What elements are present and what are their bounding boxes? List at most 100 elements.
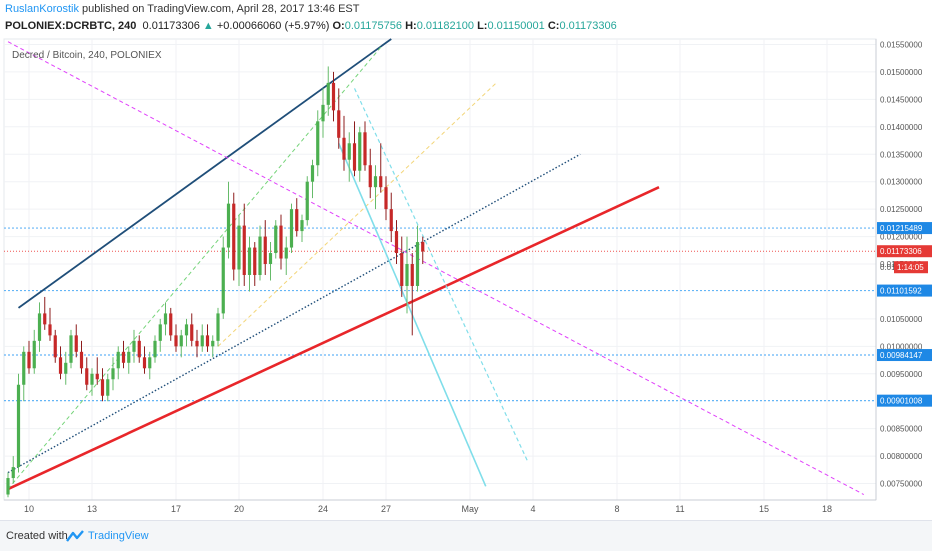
x-tick-label: 13	[87, 504, 97, 514]
y-tick-label: 0.01450000	[880, 95, 923, 104]
time-axis: 10 13 17 20 24 27 May 4 8 11 15 18	[4, 499, 876, 514]
candle-body	[331, 82, 336, 111]
candle-body	[274, 225, 278, 254]
candle-body	[342, 137, 346, 160]
candle-body	[258, 236, 262, 275]
candle-body	[205, 335, 210, 347]
candle-body	[211, 340, 215, 347]
candle-body	[184, 324, 189, 336]
candle-body	[137, 340, 141, 358]
y-tick-label: 0.00800000	[880, 452, 923, 461]
candle-body	[389, 209, 393, 232]
candle-body	[85, 368, 89, 385]
candle-body	[64, 362, 68, 374]
tradingview-logo-icon[interactable]	[66, 529, 84, 543]
author-link[interactable]: RuslanKorostik	[5, 3, 79, 15]
candle-body	[127, 351, 131, 363]
candle-body	[200, 335, 204, 347]
candle-body	[405, 264, 409, 286]
publication-info: RuslanKorostik published on TradingView.…	[5, 3, 359, 15]
y-tick-label: 0.01500000	[880, 68, 923, 77]
candle-body	[106, 379, 110, 396]
countdown-label: 1:14:05	[897, 263, 924, 272]
footer-bar: Created with TradingView	[0, 520, 932, 551]
symbol-label: POLONIEX:DCRBTC, 240	[5, 20, 137, 32]
candle-body	[316, 121, 320, 166]
candle-body	[373, 176, 378, 188]
y-tick-label: 0.00750000	[880, 480, 923, 489]
x-tick-label: 11	[675, 504, 684, 514]
candle-body	[22, 351, 26, 385]
price-label: 0.01173306	[880, 247, 922, 256]
candle-body	[116, 351, 120, 369]
level-label-box	[877, 222, 932, 235]
candle-body	[100, 379, 105, 396]
candle-body	[263, 236, 267, 265]
x-tick-label: 4	[530, 504, 535, 514]
tradingview-link[interactable]: TradingView	[88, 530, 149, 542]
y-tick-label: 0.01300000	[880, 178, 923, 187]
yellow-dashed	[217, 82, 497, 347]
candle-body	[326, 82, 330, 105]
candle-body	[37, 313, 42, 341]
candle-body	[48, 324, 52, 336]
candle-body	[305, 181, 309, 221]
up-arrow-icon: ▲	[202, 20, 214, 32]
published-text: published on TradingView.com, April 28, …	[78, 3, 360, 15]
candle-body	[148, 357, 152, 369]
candle-body	[363, 132, 367, 166]
x-tick-label: 17	[171, 504, 181, 514]
candle-body	[158, 324, 162, 341]
candle-body	[295, 209, 299, 232]
candle-body	[384, 187, 388, 210]
price-label-box	[877, 245, 932, 258]
countdown-box	[894, 261, 928, 274]
candle-body	[358, 132, 362, 171]
magenta-dashed	[7, 41, 864, 495]
y-tick-label: 0.00950000	[880, 370, 923, 379]
level-label: 0.01215489	[880, 224, 923, 233]
candle-body	[347, 143, 351, 160]
low-value: 0.01150001	[487, 20, 545, 32]
candle-body	[142, 357, 147, 369]
candle-body	[226, 203, 231, 248]
candle-body	[27, 351, 31, 369]
created-with-label: Created with	[6, 530, 68, 542]
candle-body	[216, 313, 220, 341]
x-tick-label: 20	[234, 504, 244, 514]
level-label: 0.01101592	[880, 287, 922, 296]
price-axis: 0.01550000 0.01500000 0.01450000 0.01400000…	[875, 39, 932, 500]
candle-body	[400, 253, 404, 286]
open-value: 0.01175756	[344, 20, 403, 32]
candle-body	[300, 220, 304, 232]
level-label: 0.00901008	[880, 397, 923, 406]
candle-body	[410, 264, 414, 286]
y-tick-label: 0.01350000	[880, 150, 923, 159]
candle-body	[221, 247, 225, 314]
candle-body	[247, 247, 252, 275]
candle-body	[253, 247, 257, 275]
candle-body	[421, 242, 425, 252]
high-value: 0.01182100	[416, 20, 475, 32]
candle-body	[352, 143, 357, 171]
green-dashed	[7, 46, 382, 490]
level-label: 0.00984147	[880, 351, 923, 360]
blue-dotted	[7, 153, 581, 474]
x-tick-label: 15	[759, 504, 769, 514]
y-tick-label: 0.01550000	[880, 40, 923, 49]
candle-body	[58, 357, 63, 374]
candle-body	[379, 176, 383, 188]
candle-body	[268, 253, 273, 265]
candle-body	[310, 165, 315, 182]
candle-body	[289, 209, 294, 248]
candles	[6, 66, 425, 498]
candle-body	[74, 335, 78, 352]
x-tick-label: 18	[822, 504, 832, 514]
x-tick-label: May	[461, 504, 479, 514]
price-change: +0.00066060 (+5.97%)	[216, 20, 330, 32]
candle-body	[195, 340, 199, 347]
candle-body	[79, 351, 84, 369]
candle-body	[242, 225, 246, 275]
candle-body	[169, 313, 173, 336]
price-chart[interactable]: 0.01550000 0.01500000 0.01450000 0.01400000…	[0, 0, 932, 520]
